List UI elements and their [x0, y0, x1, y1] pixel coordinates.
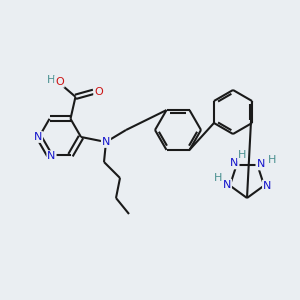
Text: N: N [263, 181, 271, 190]
Text: N: N [47, 151, 56, 161]
Text: O: O [94, 87, 103, 97]
Text: N: N [230, 158, 238, 168]
Text: H: H [238, 150, 247, 161]
Text: N: N [102, 137, 110, 147]
Text: N: N [34, 132, 42, 142]
Text: H: H [47, 75, 56, 85]
Text: O: O [55, 77, 64, 87]
Text: H: H [214, 172, 222, 183]
Text: N: N [256, 159, 265, 170]
Text: H: H [267, 155, 276, 165]
Text: N: N [223, 180, 231, 190]
